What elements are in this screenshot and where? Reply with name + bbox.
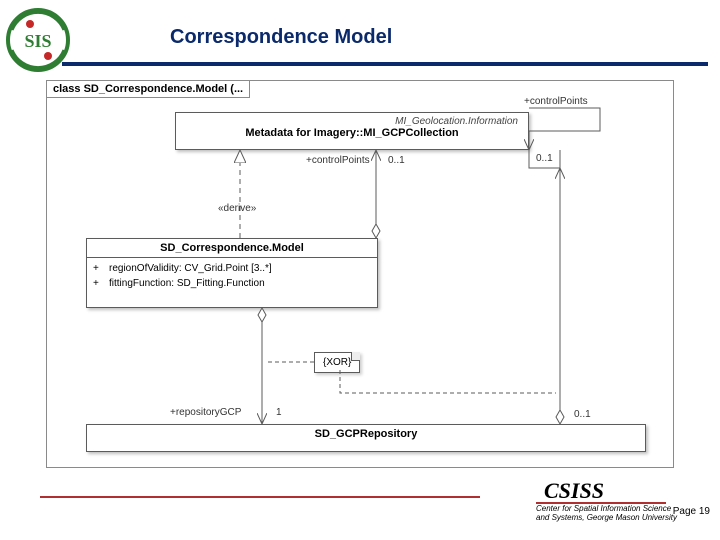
- mult-0-1-bot: 0..1: [574, 409, 591, 420]
- role-controlpoints-mid: +controlPoints: [306, 155, 370, 166]
- class-name: Metadata for Imagery::MI_GCPCollection: [180, 127, 524, 139]
- page-number: Page 19: [673, 506, 710, 517]
- slide-title: Correspondence Model: [170, 26, 392, 49]
- class-gcp-collection: MI_Geolocation.Information Metadata for …: [175, 112, 529, 150]
- class-gcp-repository: SD_GCPRepository: [86, 424, 646, 452]
- role-repository-gcp: +repositoryGCP: [170, 407, 241, 418]
- class-correspondence-model: SD_Correspondence.Model +regionOfValidit…: [86, 238, 378, 308]
- stereotype-derive: «derive»: [218, 203, 256, 214]
- csiss-logo: SIS: [6, 8, 70, 72]
- mult-0-1-mid: 0..1: [388, 155, 405, 166]
- uml-frame-label: class SD_Correspondence.Model (...: [47, 81, 250, 98]
- header-rule: [62, 62, 708, 66]
- xor-constraint-note: {XOR}: [314, 352, 360, 373]
- footer-org: CSISS: [544, 478, 604, 504]
- class-name: SD_GCPRepository: [91, 428, 641, 440]
- mult-0-1-top: 0..1: [536, 153, 553, 164]
- footer-rule: [40, 496, 480, 498]
- svg-text:SIS: SIS: [24, 31, 51, 51]
- class-package-line: MI_Geolocation.Information: [180, 116, 524, 127]
- class-name: SD_Correspondence.Model: [91, 242, 373, 254]
- role-controlpoints-top: +controlPoints: [524, 96, 588, 107]
- class-attributes: +regionOfValidity: CV_Grid.Point [3..*] …: [87, 258, 377, 294]
- mult-1: 1: [276, 407, 282, 418]
